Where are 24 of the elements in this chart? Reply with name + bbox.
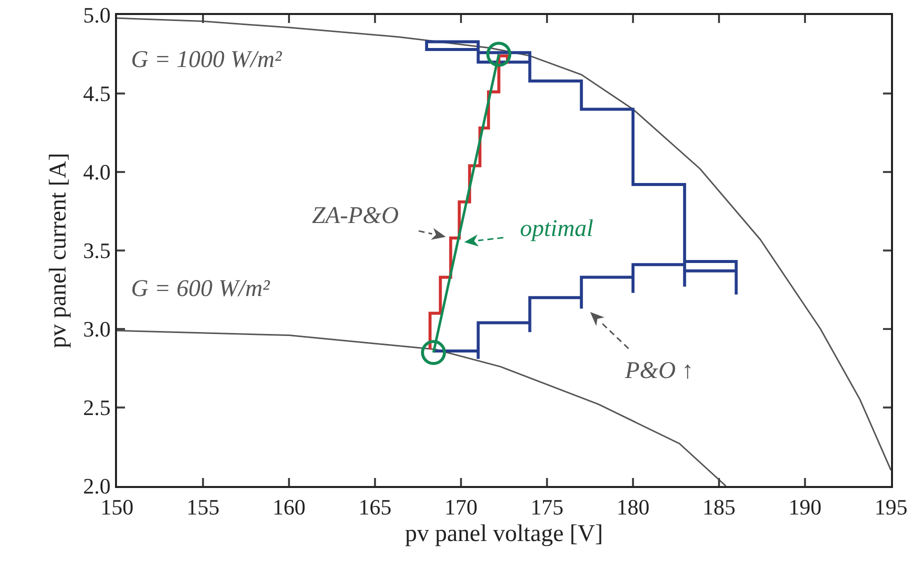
y-tick-label: 2.5 <box>83 395 111 420</box>
x-tick-label: 165 <box>358 494 392 520</box>
x-tick-label: 170 <box>444 494 478 520</box>
x-axis-title: pv panel voltage [V] <box>405 521 603 548</box>
series-label: G = 600 W/m² <box>131 276 271 302</box>
y-tick-label: 4.0 <box>83 160 111 185</box>
x-tick-label: 175 <box>530 494 564 520</box>
y-tick-label: 4.5 <box>83 81 111 106</box>
y-tick-label: 3.5 <box>83 238 111 264</box>
y-tick-label: 3.0 <box>83 316 111 342</box>
line-series <box>117 330 727 486</box>
x-tick-label: 190 <box>788 494 822 520</box>
line-series <box>117 17 891 472</box>
x-tick-label: 195 <box>874 494 908 520</box>
x-tick-label: 160 <box>272 494 306 520</box>
x-tick-label: 155 <box>186 494 220 520</box>
series-label: G = 1000 W/m² <box>131 47 283 73</box>
annotation: P&O ↑ <box>624 358 694 384</box>
x-tick-label: 180 <box>616 494 650 520</box>
annotation: ZA-P&O <box>312 203 399 229</box>
y-tick-label: 5.0 <box>83 2 111 28</box>
y-axis-title: pv panel current [A] <box>46 152 72 348</box>
x-tick-label: 185 <box>702 494 736 520</box>
annotation: optimal <box>520 216 594 242</box>
